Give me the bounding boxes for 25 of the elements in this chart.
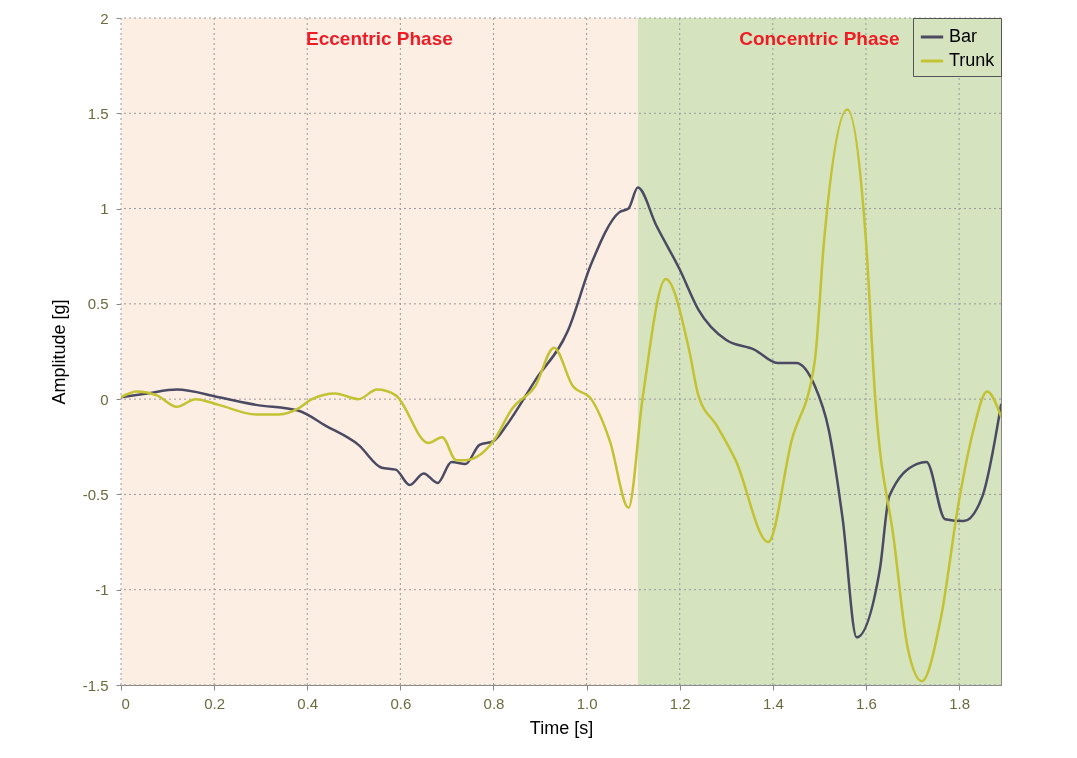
legend-label: Trunk [949,50,996,70]
x-tick-label: 0.6 [390,694,412,712]
y-tick-label: 2 [100,9,109,27]
y-tick-label: 1.5 [87,104,109,122]
y-tick-label: 0.5 [87,295,109,313]
y-tick-label: 1 [100,200,109,218]
band-label: Concentric Phase [739,28,900,49]
x-tick-label: 0.2 [204,694,226,712]
band-label: Eccentric Phase [306,28,453,49]
line-series [121,186,1001,639]
legend-label: Bar [949,26,978,46]
x-tick-label: 0 [121,694,130,712]
x-tick-label: 0.8 [483,694,505,712]
x-tick-label: 0.4 [297,694,319,712]
y-tick-label: -1 [95,581,109,599]
y-tick-label: -0.5 [82,485,109,503]
y-axis-title: Amplitude [g] [48,299,69,405]
x-tick-label: 1.0 [576,694,598,712]
y-tick-label: -1.5 [82,676,109,694]
x-tick-label: 1.2 [669,694,691,712]
x-tick-label: 1.4 [762,694,784,712]
x-tick-label: 1.8 [949,694,971,712]
y-tick-label: 0 [100,390,109,408]
x-axis-title: Time [s] [529,717,594,738]
x-tick-label: 1.6 [856,694,877,712]
